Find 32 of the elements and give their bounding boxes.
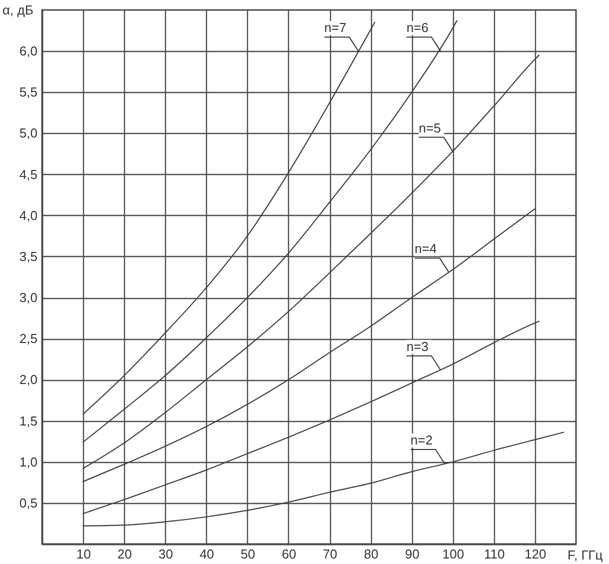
y-tick-label: 1,0 — [19, 454, 38, 470]
y-tick-label: 6,0 — [19, 44, 38, 59]
x-tick-label: 70 — [322, 546, 338, 562]
x-tick-label: 40 — [200, 546, 214, 562]
annotation: n=4 — [414, 241, 437, 256]
annotation: n=5 — [418, 120, 441, 136]
x-axis-title: F, ГГц — [568, 548, 604, 562]
y-tick-label: 0,5 — [19, 495, 38, 510]
annotation: n=2 — [410, 432, 433, 448]
y-tick-label: 5,5 — [19, 84, 38, 100]
y-tick-label: 5,0 — [19, 126, 38, 141]
annotation: n=6 — [406, 20, 429, 36]
annotation: n=7 — [324, 20, 346, 36]
x-tick-label: 110 — [484, 546, 505, 562]
x-tick-label: 60 — [282, 546, 296, 562]
x-tick-label: 30 — [158, 546, 173, 562]
y-tick-label: 1,5 — [19, 413, 38, 428]
y-tick-label: 4,0 — [19, 208, 38, 223]
x-tick-label: 20 — [117, 546, 132, 562]
y-tick-label: 2,0 — [19, 372, 38, 388]
x-tick-label: 100 — [442, 546, 464, 562]
x-tick-label: 50 — [240, 546, 256, 562]
x-tick-label: 120 — [524, 546, 546, 562]
x-tick-label: 10 — [76, 546, 91, 562]
y-tick-label: 3,5 — [19, 248, 38, 264]
y-tick-label: 4,5 — [19, 166, 38, 182]
x-tick-label: 90 — [404, 546, 420, 562]
y-tick-label: 3,0 — [19, 290, 38, 306]
y-axis-title: α, дБ — [2, 2, 34, 18]
x-tick-label: 80 — [364, 546, 378, 562]
annotation: n=3 — [406, 338, 429, 354]
y-tick-label: 2,5 — [19, 331, 38, 346]
